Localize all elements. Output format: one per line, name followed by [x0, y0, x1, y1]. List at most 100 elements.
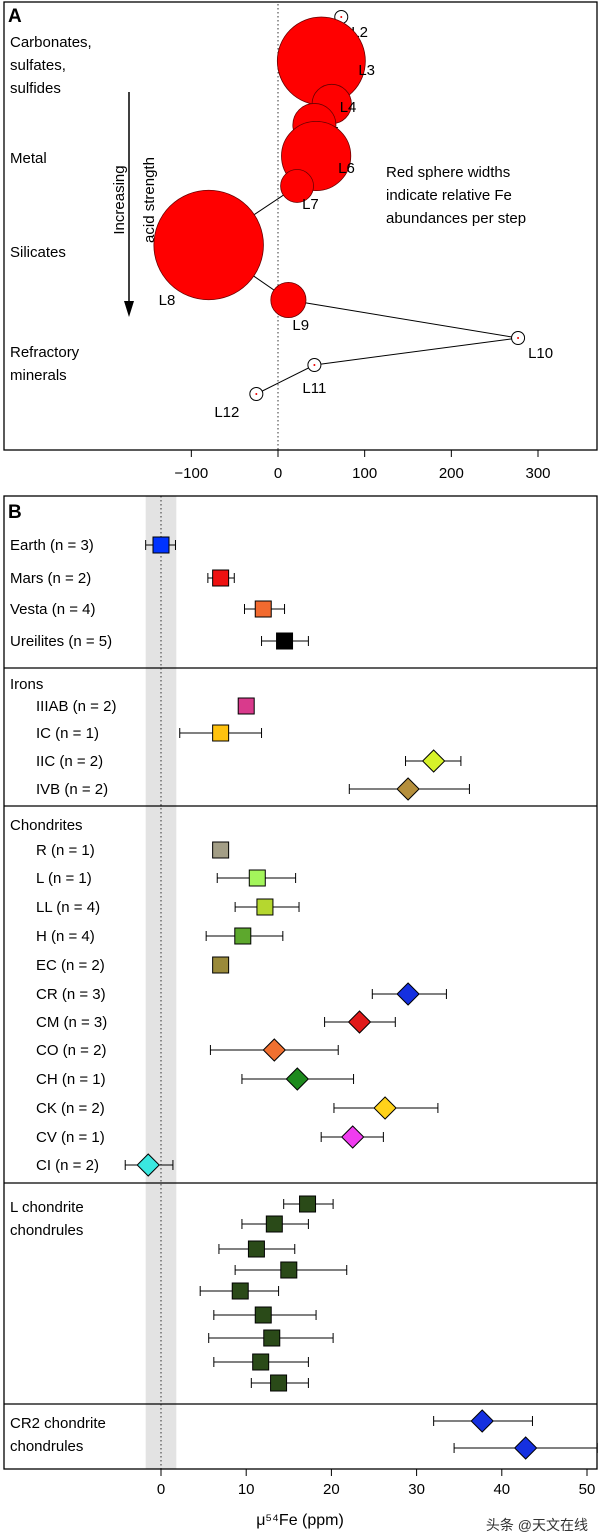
data-marker-square: [276, 632, 294, 650]
panel-a-category-label: Carbonates,: [10, 34, 92, 51]
data-marker-diamond: [396, 777, 420, 801]
group-title: CR2 chondrite: [10, 1415, 106, 1432]
group-title: chondrules: [10, 1438, 83, 1455]
data-marker-diamond: [373, 1096, 397, 1120]
panel-a-point-label: L6: [338, 160, 355, 177]
row-label: EC (n = 2): [36, 957, 105, 974]
panel-a-annotation: Red sphere widths: [386, 164, 510, 181]
data-marker-square: [237, 697, 255, 715]
row-label: CV (n = 1): [36, 1129, 105, 1146]
panel-a-letter: A: [8, 6, 22, 27]
data-marker-diamond: [470, 1409, 494, 1433]
panel-a-point-dot: [517, 337, 520, 339]
panel-a-annotation: indicate relative Fe: [386, 187, 512, 204]
row-label: H (n = 4): [36, 928, 95, 945]
panel-b-x-tick-label: 40: [493, 1481, 510, 1498]
group-title: L chondrite: [10, 1199, 84, 1216]
panel-a-point: [270, 281, 307, 318]
panel-a-x-tick-label: 300: [525, 465, 550, 482]
acid-arrow-label: acid strength: [141, 157, 158, 243]
panel-a-category-label: Silicates: [10, 244, 66, 261]
data-marker-square: [254, 1306, 272, 1324]
row-label: LL (n = 4): [36, 899, 100, 916]
row-label: Ureilites (n = 5): [10, 633, 112, 650]
panel-b-x-tick-label: 20: [323, 1481, 340, 1498]
row-label: IVB (n = 2): [36, 781, 108, 798]
data-marker-square: [152, 536, 170, 554]
row-label: CR (n = 3): [36, 986, 106, 1003]
data-marker-diamond: [396, 982, 420, 1006]
row-label: IIIAB (n = 2): [36, 698, 116, 715]
row-label: CO (n = 2): [36, 1042, 106, 1059]
row-label: R (n = 1): [36, 842, 95, 859]
panel-b-x-tick-label: 0: [157, 1481, 165, 1498]
data-marker-square: [247, 1240, 265, 1258]
row-label: L (n = 1): [36, 870, 92, 887]
panel-a-point-label: L7: [302, 196, 319, 213]
panel-a-point-label: L8: [159, 292, 176, 309]
panel-a-point-label: L4: [340, 99, 357, 116]
data-marker-diamond: [340, 1125, 365, 1149]
row-label: Mars (n = 2): [10, 570, 91, 587]
data-marker-square: [212, 841, 230, 859]
panel-a-x-tick-label: −100: [174, 465, 208, 482]
row-label: IIC (n = 2): [36, 753, 103, 770]
data-marker-diamond: [285, 1067, 310, 1091]
data-marker-diamond: [513, 1436, 538, 1460]
panel-a-point-label: L11: [302, 380, 326, 397]
group-title: chondrules: [10, 1222, 83, 1239]
panel-a-category-label: Metal: [10, 150, 47, 167]
data-marker-diamond: [262, 1038, 287, 1062]
reference-band: [145, 496, 177, 1469]
data-marker-square: [254, 600, 272, 618]
panel-a-point-label: L12: [214, 404, 239, 421]
panel-a-x-tick-label: 200: [439, 465, 464, 482]
acid-arrow-label: Increasing: [111, 165, 128, 234]
data-marker-square: [234, 927, 252, 945]
row-label: Earth (n = 3): [10, 537, 94, 554]
panel-a-point-label: L9: [292, 317, 309, 334]
row-label: CI (n = 2): [36, 1157, 99, 1174]
panel-b-x-tick-label: 50: [579, 1481, 596, 1498]
watermark: 头条 @天文在线: [486, 1517, 588, 1533]
acid-arrow-head: [124, 301, 134, 317]
panel-a-point-label: L3: [358, 62, 375, 79]
row-label: CH (n = 1): [36, 1071, 106, 1088]
panel-a-point-label: L10: [528, 345, 553, 362]
data-marker-square: [248, 869, 266, 887]
panel-a-annotation: abundances per step: [386, 210, 526, 227]
data-marker-square: [270, 1374, 288, 1392]
panel-a-point: [280, 169, 314, 203]
panel-a-point-dot: [340, 16, 343, 18]
row-label: IC (n = 1): [36, 725, 99, 742]
panel-a-frame: [3, 1, 598, 451]
row-label: Vesta (n = 4): [10, 601, 95, 618]
data-marker-square: [299, 1195, 317, 1213]
panel-a-category-label: minerals: [10, 367, 67, 384]
panel-a-category-label: sulfides: [10, 80, 61, 97]
data-marker-square: [231, 1282, 249, 1300]
data-marker-diamond: [347, 1010, 372, 1034]
group-title: Chondrites: [10, 817, 83, 834]
panel-a-category-label: Refractory: [10, 344, 80, 361]
data-marker-square: [263, 1329, 281, 1347]
panel-a-point: [153, 189, 264, 301]
data-marker-diamond: [136, 1153, 160, 1177]
panel-a-point-dot: [255, 393, 258, 395]
panel-b-frame: [3, 495, 598, 1470]
row-label: CK (n = 2): [36, 1100, 105, 1117]
data-marker-square: [256, 898, 274, 916]
data-marker-diamond: [421, 749, 446, 773]
panel-b-x-label: μ⁵⁴Fe (ppm): [256, 1512, 344, 1529]
panel-b-x-tick-label: 10: [238, 1481, 255, 1498]
panel-b-letter: B: [8, 502, 22, 523]
panel-a-point-dot: [313, 364, 316, 366]
panel-a-category-label: sulfates,: [10, 57, 66, 74]
data-marker-square: [265, 1215, 283, 1233]
row-label: CM (n = 3): [36, 1014, 107, 1031]
panel-a-x-tick-label: 0: [274, 465, 282, 482]
panel-b-x-tick-label: 30: [408, 1481, 425, 1498]
data-marker-square: [252, 1353, 270, 1371]
data-marker-square: [212, 956, 230, 974]
